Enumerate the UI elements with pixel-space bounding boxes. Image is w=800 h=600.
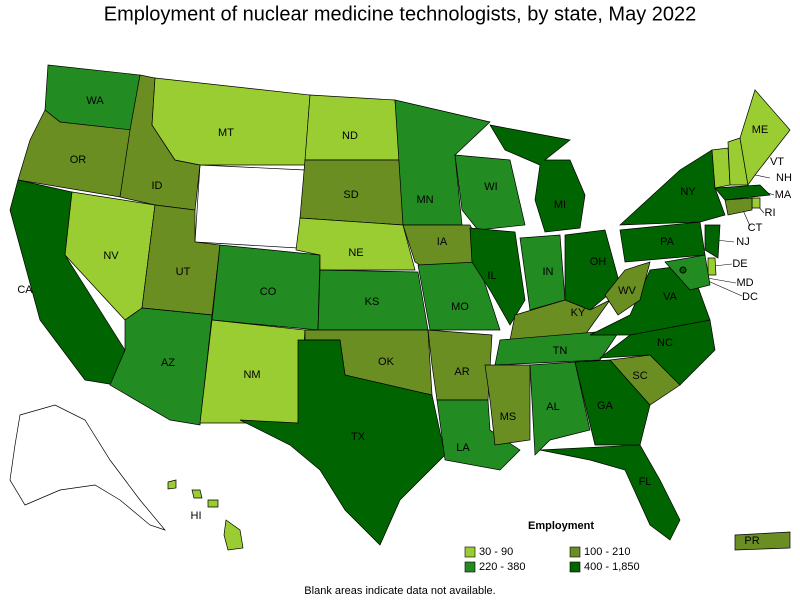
state-label: RI <box>765 207 776 219</box>
state-label: IL <box>487 270 496 282</box>
state <box>494 329 621 366</box>
state-label: AL <box>546 401 559 413</box>
state <box>167 479 177 490</box>
state-label: DC <box>742 291 758 303</box>
state <box>679 266 687 274</box>
legend: 30 - 90 100 - 210 220 - 380 400 - 1,850 <box>464 546 640 573</box>
state-label: WV <box>618 285 636 297</box>
state-label: OH <box>590 256 607 268</box>
state-label: CA <box>17 284 33 296</box>
state-label: MA <box>775 189 792 201</box>
title: Employment of nuclear medicine technolog… <box>104 3 697 25</box>
state-label: MO <box>451 301 469 313</box>
state-label: SD <box>343 189 358 201</box>
legend-swatch <box>569 546 581 558</box>
state <box>714 184 771 201</box>
state-label: IA <box>437 236 448 248</box>
state-label: TN <box>553 345 568 357</box>
state-label: KS <box>365 296 380 308</box>
legend-label: 400 - 1,850 <box>584 561 640 573</box>
states: WA OR CA NV ID MT UT AZ CO NM ND SD NE KS OK TX MN IA MO AR… <box>9 64 792 551</box>
state <box>484 364 531 446</box>
legend-label: 100 - 210 <box>584 546 630 558</box>
state-label: MS <box>500 411 517 423</box>
state-label: NV <box>103 250 119 262</box>
state-label: ND <box>342 130 358 142</box>
state-label: KY <box>571 307 586 319</box>
state-label: ME <box>752 124 769 136</box>
state-label: MI <box>554 199 566 211</box>
state-label: CT <box>748 222 763 234</box>
state-label: GA <box>597 400 614 412</box>
state-label: NY <box>680 186 696 198</box>
state <box>489 124 586 233</box>
state-label: PA <box>660 236 675 248</box>
state <box>707 257 717 276</box>
state <box>207 499 219 508</box>
state-label: FL <box>639 476 652 488</box>
state-label: LA <box>456 442 470 454</box>
legend-swatch <box>464 561 476 573</box>
state <box>529 361 591 456</box>
state-label: CO <box>260 286 277 298</box>
state-label: VT <box>770 156 784 168</box>
legend-swatch <box>464 546 476 558</box>
state <box>109 307 213 426</box>
state-label: HI <box>191 510 202 522</box>
legend-title: Employment <box>528 520 594 532</box>
state <box>574 359 651 446</box>
state <box>739 89 791 186</box>
state <box>564 229 621 311</box>
state-label: AZ <box>161 357 175 369</box>
state <box>191 489 203 499</box>
legend-label: 220 - 380 <box>479 561 525 573</box>
state <box>751 197 761 209</box>
state <box>619 149 726 226</box>
state <box>417 261 501 331</box>
state <box>304 94 401 161</box>
state <box>454 154 526 231</box>
state <box>664 254 711 291</box>
legend-label: 30 - 90 <box>479 546 513 558</box>
state-label: NE <box>348 247 363 259</box>
legend-swatch <box>569 561 581 573</box>
state-label: IN <box>543 266 554 278</box>
state <box>734 531 791 551</box>
state <box>239 339 446 546</box>
state <box>724 197 753 216</box>
state-label: NJ <box>736 236 749 248</box>
state-label: NM <box>243 369 260 381</box>
state-label: OR <box>70 154 87 166</box>
state-label: MT <box>218 127 234 139</box>
state <box>539 444 681 541</box>
note: Blank areas indicate data not available. <box>304 585 495 597</box>
state-label: ID <box>152 180 163 192</box>
state-label: DE <box>732 258 747 270</box>
state <box>151 77 311 166</box>
state <box>223 519 244 551</box>
state-label: VA <box>663 291 678 303</box>
state-label: OK <box>378 356 395 368</box>
state-label: NH <box>776 172 792 184</box>
state-label: NC <box>657 337 673 349</box>
state-label: MN <box>416 194 433 206</box>
state <box>711 147 731 189</box>
state-label: WA <box>86 95 104 107</box>
state-label: UT <box>176 266 191 278</box>
state-label: MD <box>736 277 753 289</box>
state <box>704 224 721 259</box>
state-label: PR <box>744 535 759 547</box>
state-blank <box>194 164 306 249</box>
state <box>436 399 521 471</box>
state-blank <box>9 404 167 531</box>
state-label: WI <box>484 181 497 193</box>
state <box>469 227 526 326</box>
state-label: AR <box>454 366 469 378</box>
state <box>394 99 491 226</box>
state-label: SC <box>632 370 647 382</box>
state-label: TX <box>351 431 366 443</box>
state <box>604 261 651 316</box>
